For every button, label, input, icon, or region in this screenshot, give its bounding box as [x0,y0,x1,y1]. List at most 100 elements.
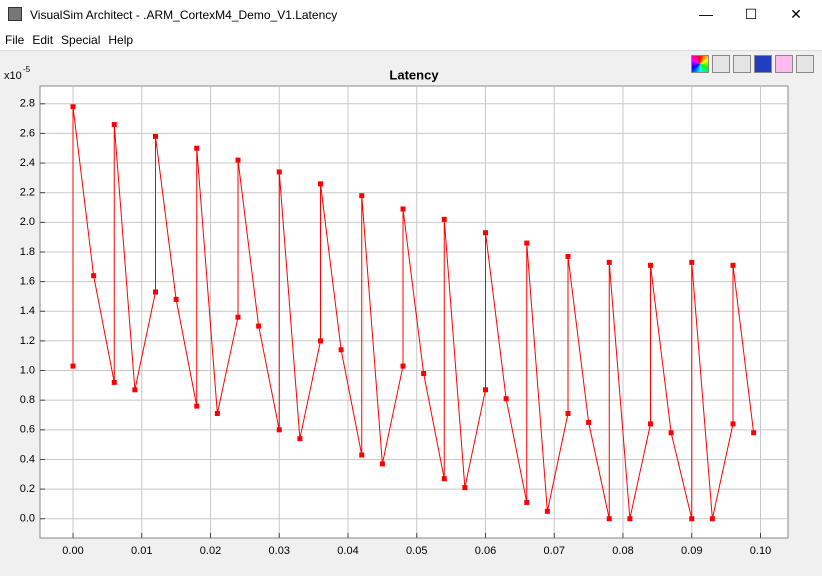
point-marker [276,427,282,433]
x-tick-label: 0.09 [681,545,702,557]
point-marker [544,508,550,514]
window-title: VisualSim Architect - .ARM_CortexM4_Demo… [30,8,338,22]
point-marker [483,230,488,236]
minimize-button[interactable]: — [699,6,713,22]
point-marker [297,436,303,442]
menu-item[interactable]: File [5,33,25,47]
point-marker [338,347,344,353]
point-marker [606,516,612,522]
point-marker [91,273,97,279]
point-marker [689,259,695,265]
point-marker [565,253,571,259]
menu-item[interactable]: Help [108,33,134,47]
point-marker [235,157,241,163]
point-marker [235,314,241,320]
y-tick-label: 0.0 [20,513,35,525]
point-marker [565,411,571,417]
menu-item[interactable]: Special [61,33,101,47]
format-button[interactable] [775,55,793,73]
point-marker [132,387,138,393]
y-tick-label: 0.6 [20,424,35,436]
point-marker [730,421,736,427]
point-marker [586,419,592,425]
reset-button[interactable] [754,55,772,73]
menu-item[interactable]: Edit [32,33,54,47]
point-marker [441,476,447,482]
y-tick-label: 2.4 [20,157,35,169]
fill-button[interactable] [796,55,814,73]
y-scale-label: x10 [4,70,22,82]
point-marker [648,421,653,427]
y-tick-label: 0.4 [20,453,35,465]
point-marker [111,122,117,128]
point-marker [70,104,76,110]
y-tick-label: 2.0 [20,216,35,228]
close-button[interactable]: ✕ [790,6,802,22]
toolbar [688,55,814,75]
title-bar: VisualSim Architect - .ARM_CortexM4_Demo… [0,0,822,30]
point-marker [379,461,385,467]
point-marker [153,289,158,295]
maximize-button[interactable]: ☐ [744,6,758,22]
point-marker [359,452,365,458]
point-marker [441,216,447,222]
x-tick-label: 0.05 [406,545,427,557]
menu-bar: File Edit Special Help [0,30,822,51]
x-tick-label: 0.07 [544,545,565,557]
save-button[interactable] [712,55,730,73]
y-tick-label: 1.4 [20,305,35,317]
point-marker [111,379,117,385]
x-tick-label: 0.00 [62,545,83,557]
point-marker [214,411,220,417]
point-marker [730,262,736,268]
point-marker [318,181,323,187]
y-tick-label: 0.8 [20,394,35,406]
x-tick-label: 0.10 [750,545,771,557]
point-marker [276,169,282,175]
y-tick-label: 1.0 [20,364,35,376]
point-marker [194,145,200,151]
color-button[interactable] [691,55,709,73]
point-marker [524,240,530,246]
point-marker [709,516,715,522]
point-marker [668,430,674,436]
point-marker [606,259,612,265]
point-marker [359,193,365,199]
chart-title: Latency [389,67,439,82]
x-tick-label: 0.02 [200,545,221,557]
point-marker [462,485,468,491]
point-marker [503,396,509,402]
point-marker [194,403,200,409]
point-marker [689,516,695,522]
x-tick-label: 0.08 [612,545,633,557]
point-marker [173,296,179,302]
plot-area [39,85,789,539]
y-tick-label: 2.6 [20,127,35,139]
point-marker [256,323,262,329]
app-icon [8,7,22,21]
point-marker [400,206,406,212]
point-marker [318,338,323,344]
print-button[interactable] [733,55,751,73]
y-tick-label: 2.8 [20,98,35,110]
x-tick-label: 0.04 [337,545,358,557]
point-marker [627,516,633,522]
point-marker [153,133,158,139]
x-tick-label: 0.01 [131,545,152,557]
y-tick-label: 1.2 [20,335,35,347]
y-tick-label: 1.6 [20,276,35,288]
point-marker [400,363,406,369]
point-marker [421,371,427,377]
y-tick-label: 2.2 [20,187,35,199]
x-tick-label: 0.06 [475,545,496,557]
y-scale-exponent: -5 [23,65,31,74]
point-marker [70,363,76,369]
point-marker [751,430,757,436]
point-marker [483,387,488,393]
point-marker [524,499,530,505]
y-tick-label: 1.8 [20,246,35,258]
point-marker [648,262,653,268]
x-tick-label: 0.03 [269,545,290,557]
